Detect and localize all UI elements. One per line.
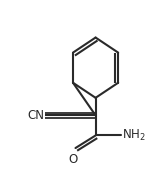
Text: O: O — [68, 153, 78, 166]
Text: NH$_2$: NH$_2$ — [122, 128, 146, 143]
Text: CN: CN — [27, 109, 44, 122]
